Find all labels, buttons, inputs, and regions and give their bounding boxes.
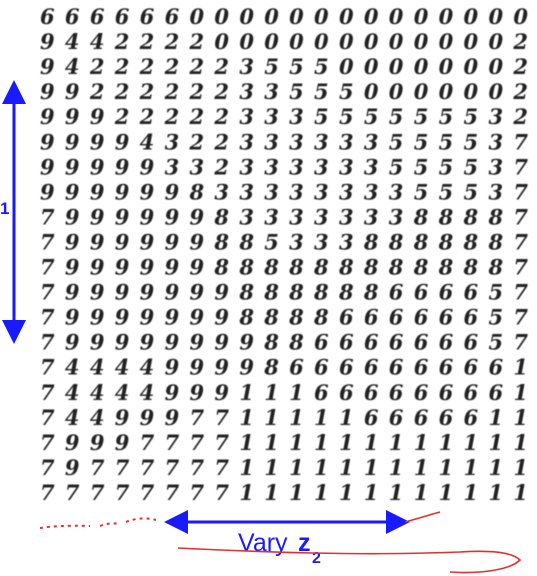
digit-row: 99922222333555555532 [40,104,528,129]
scribble [40,518,156,528]
digit-row: 74444999986666666661 [40,355,528,380]
left-label: 1 [0,199,9,218]
digit-row: 74444999111666666661 [40,380,528,405]
digit-row: 99999983333333355537 [40,179,528,204]
digit-grid: 6666660000000000000094422220000000000002… [40,4,528,505]
digit-row: 66666600000000000000 [40,4,528,29]
figure: 6666660000000000000094422220000000000002… [0,0,537,576]
digit-row: 79999998333333388887 [40,204,528,229]
digit-row: 94222222355500000002 [40,54,528,79]
digit-row: 79999999888866666657 [40,305,528,330]
digit-row: 77777777111111111111 [40,480,528,505]
digit-row: 79999998888888888887 [40,255,528,280]
digit-row: 99999332333333555537 [40,154,528,179]
digit-row: 79999998853338888887 [40,229,528,254]
digit-row: 79997777111111111111 [40,430,528,455]
digit-row: 94422220000000000002 [40,29,528,54]
digit-row: 99222222335550000002 [40,79,528,104]
digit-row: 79999999988666666657 [40,330,528,355]
digit-row: 74499977111116666611 [40,405,528,430]
digit-row: 99994322333333555537 [40,129,528,154]
digit-row: 79777777111111111111 [40,455,528,480]
digit-row: 79999999888888666657 [40,280,528,305]
